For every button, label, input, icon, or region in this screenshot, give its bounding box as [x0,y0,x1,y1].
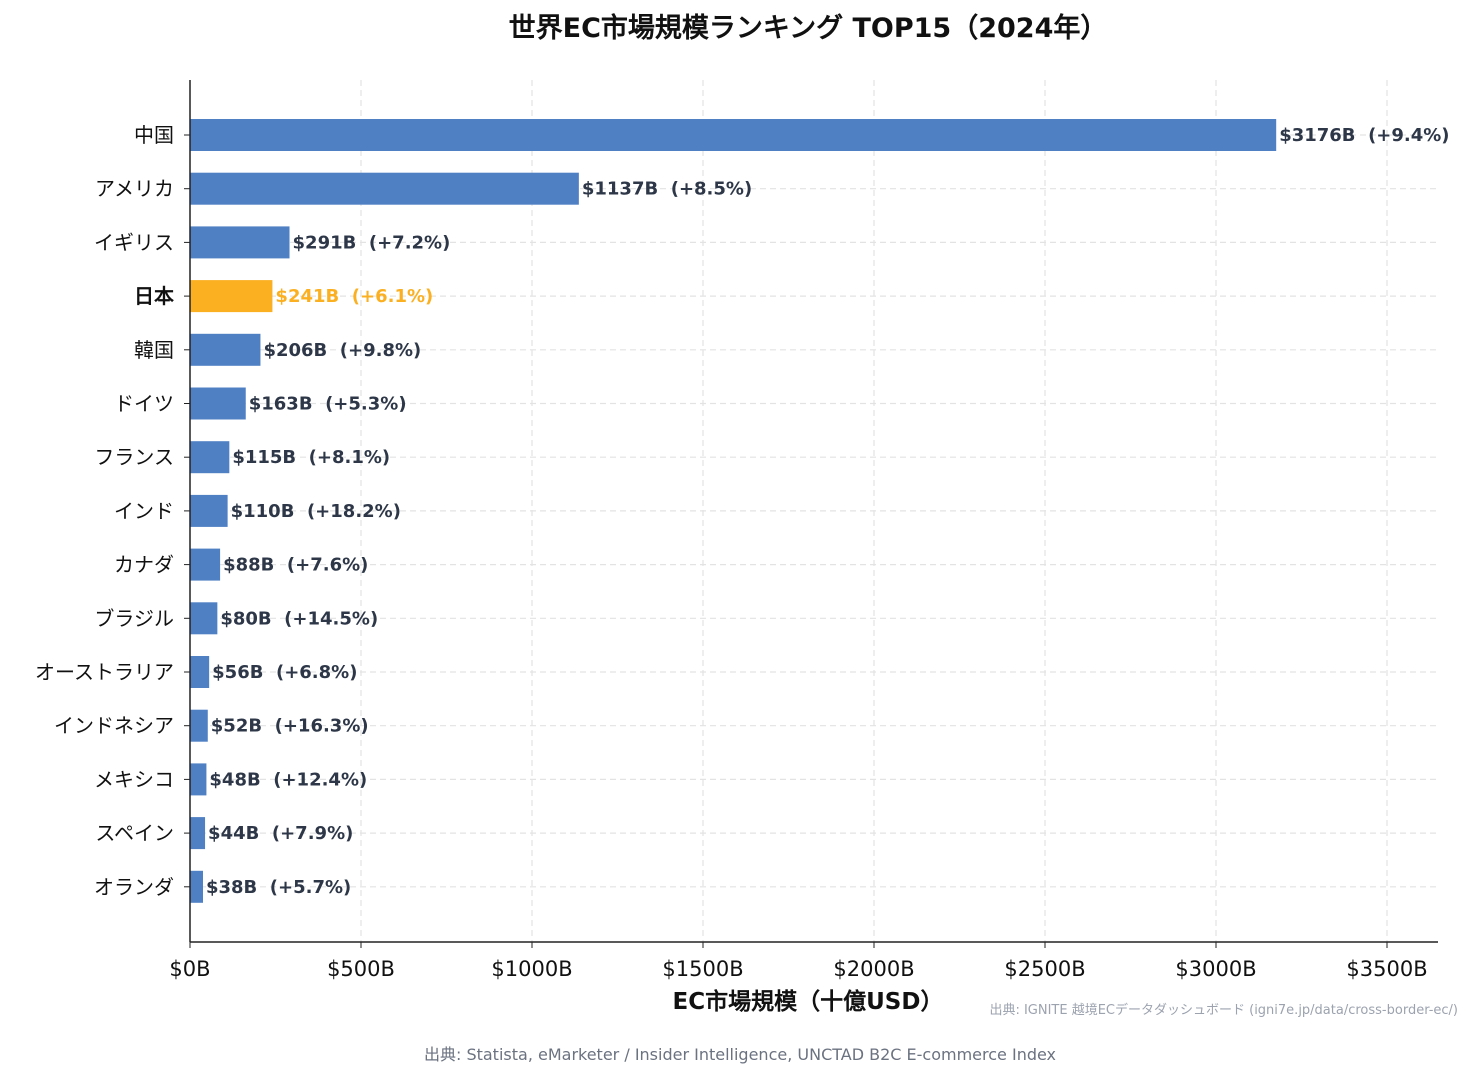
data-label: $52B (+16.3%) [211,716,369,737]
x-tick-label: $3000B [1175,957,1256,981]
data-label: $241B (+6.1%) [275,286,433,307]
source-note: 出典: Statista, eMarketer / Insider Intell… [424,1045,1056,1064]
data-label: $163B (+5.3%) [249,394,407,415]
data-label: $38B (+5.7%) [206,877,351,898]
data-label: $44B (+7.9%) [208,823,353,844]
bar-6 [190,441,230,474]
y-tick-label: ブラジル [94,606,174,630]
y-tick-label: オランダ [94,875,174,899]
y-tick-label: インドネシア [54,714,174,738]
y-tick-label: カナダ [114,553,174,577]
y-tick-label: 中国 [134,123,174,147]
data-label: $110B (+18.2%) [231,501,401,522]
y-tick-label: ドイツ [114,392,174,416]
chart-title: 世界EC市場規模ランキング TOP15（2024年） [509,12,1108,44]
bar-14 [190,870,203,903]
data-label: $88B (+7.6%) [223,555,368,576]
y-tick-label: アメリカ [95,177,174,201]
bar-1 [190,172,579,205]
data-label: $48B (+12.4%) [209,769,367,790]
x-axis-label: EC市場規模（十億USD） [673,988,944,1015]
bar-7 [190,494,228,527]
data-label: $56B (+6.8%) [212,662,357,683]
y-tick-label: スペイン [95,821,174,845]
data-label: $3176B (+9.4%) [1279,125,1449,146]
bar-5 [190,387,246,420]
bar-10 [190,656,210,688]
y-tick-label: インド [114,499,174,523]
data-label: $115B (+8.1%) [232,447,390,468]
bar-8 [190,548,221,581]
y-tick-label: フランス [94,445,174,469]
x-tick-label: $2000B [833,957,914,981]
x-tick-label: $1000B [491,957,572,981]
bar-2 [190,226,290,259]
x-tick-label: $2500B [1004,957,1085,981]
watermark: 出典: IGNITE 越境ECデータダッシュボード (igni7e.jp/dat… [989,1002,1458,1018]
data-label: $206B (+9.8%) [263,340,421,361]
bar-4 [190,333,261,366]
bar-13 [190,817,206,850]
y-tick-label: 日本 [134,284,174,308]
y-tick-label: メキシコ [94,767,174,791]
x-tick-label: $0B [169,957,210,981]
y-tick-label: 韓国 [134,338,174,362]
bar-0 [190,119,1277,151]
bar-9 [190,602,218,635]
y-tick-label: イギリス [94,230,174,254]
x-tick-label: $1500B [662,957,743,981]
data-label: $291B (+7.2%) [293,232,451,253]
bar-11 [190,709,208,742]
x-tick-label: $500B [327,957,395,981]
bar-3 [190,280,273,313]
x-tick-label: $3500B [1346,957,1427,981]
data-label: $1137B (+8.5%) [582,179,752,200]
bar-12 [190,763,207,796]
data-label: $80B (+14.5%) [220,608,378,629]
y-tick-label: オーストラリア [35,660,174,684]
